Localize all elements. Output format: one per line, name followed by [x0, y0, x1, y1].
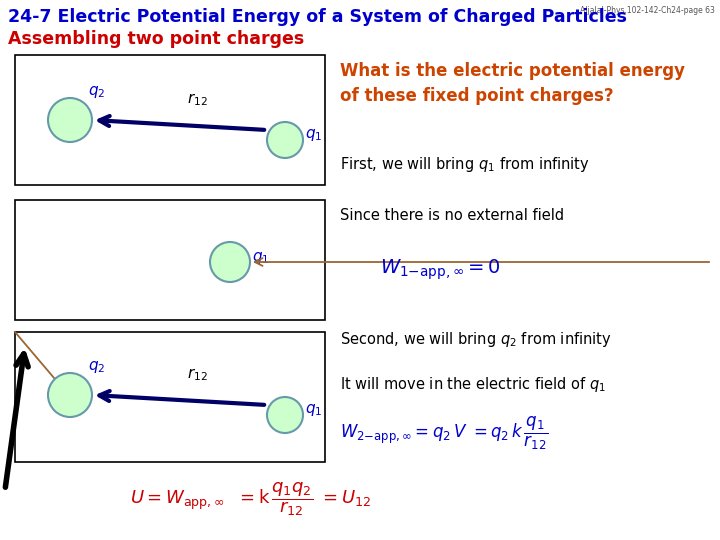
- Text: $r_{12}$: $r_{12}$: [187, 366, 208, 383]
- Text: $q_1$: $q_1$: [252, 250, 269, 266]
- Circle shape: [210, 242, 250, 282]
- Text: $q_1$: $q_1$: [305, 402, 323, 418]
- Circle shape: [48, 98, 92, 142]
- Text: $q_1$: $q_1$: [305, 127, 323, 143]
- Text: Since there is no external field: Since there is no external field: [340, 208, 564, 223]
- Circle shape: [48, 373, 92, 417]
- Bar: [15, 332, 325, 462]
- Text: $r_{12}$: $r_{12}$: [187, 91, 208, 108]
- Circle shape: [267, 397, 303, 433]
- Circle shape: [267, 122, 303, 158]
- Text: $q_2$: $q_2$: [88, 84, 105, 100]
- Text: $W_{1\mathrm{-app},\infty}= 0$: $W_{1\mathrm{-app},\infty}= 0$: [380, 258, 501, 282]
- Bar: [15, 200, 325, 320]
- Text: Aljalal-Phys.102-142-Ch24-page 63: Aljalal-Phys.102-142-Ch24-page 63: [580, 6, 715, 15]
- Text: It will move in the electric field of $q_1$: It will move in the electric field of $q…: [340, 375, 606, 394]
- Text: $q_2$: $q_2$: [88, 359, 105, 375]
- Text: What is the electric potential energy
of these fixed point charges?: What is the electric potential energy of…: [340, 62, 685, 105]
- Bar: [15, 55, 325, 185]
- Text: Assembling two point charges: Assembling two point charges: [8, 30, 305, 48]
- Text: 24-7 Electric Potential Energy of a System of Charged Particles: 24-7 Electric Potential Energy of a Syst…: [8, 8, 627, 26]
- Text: First, we will bring $q_1$ from infinity: First, we will bring $q_1$ from infinity: [340, 155, 590, 174]
- Text: $U = W_{\mathrm{app},\infty}\ \ = \mathrm{k}\,\dfrac{q_1 q_2}{r_{12}}\ = U_{12}$: $U = W_{\mathrm{app},\infty}\ \ = \mathr…: [130, 480, 372, 518]
- Text: $W_{2\mathrm{-app},\infty} = q_2\, V\ = q_2\, k\,\dfrac{q_1}{r_{12}}$: $W_{2\mathrm{-app},\infty} = q_2\, V\ = …: [340, 415, 548, 452]
- Text: Second, we will bring $q_2$ from infinity: Second, we will bring $q_2$ from infinit…: [340, 330, 612, 349]
